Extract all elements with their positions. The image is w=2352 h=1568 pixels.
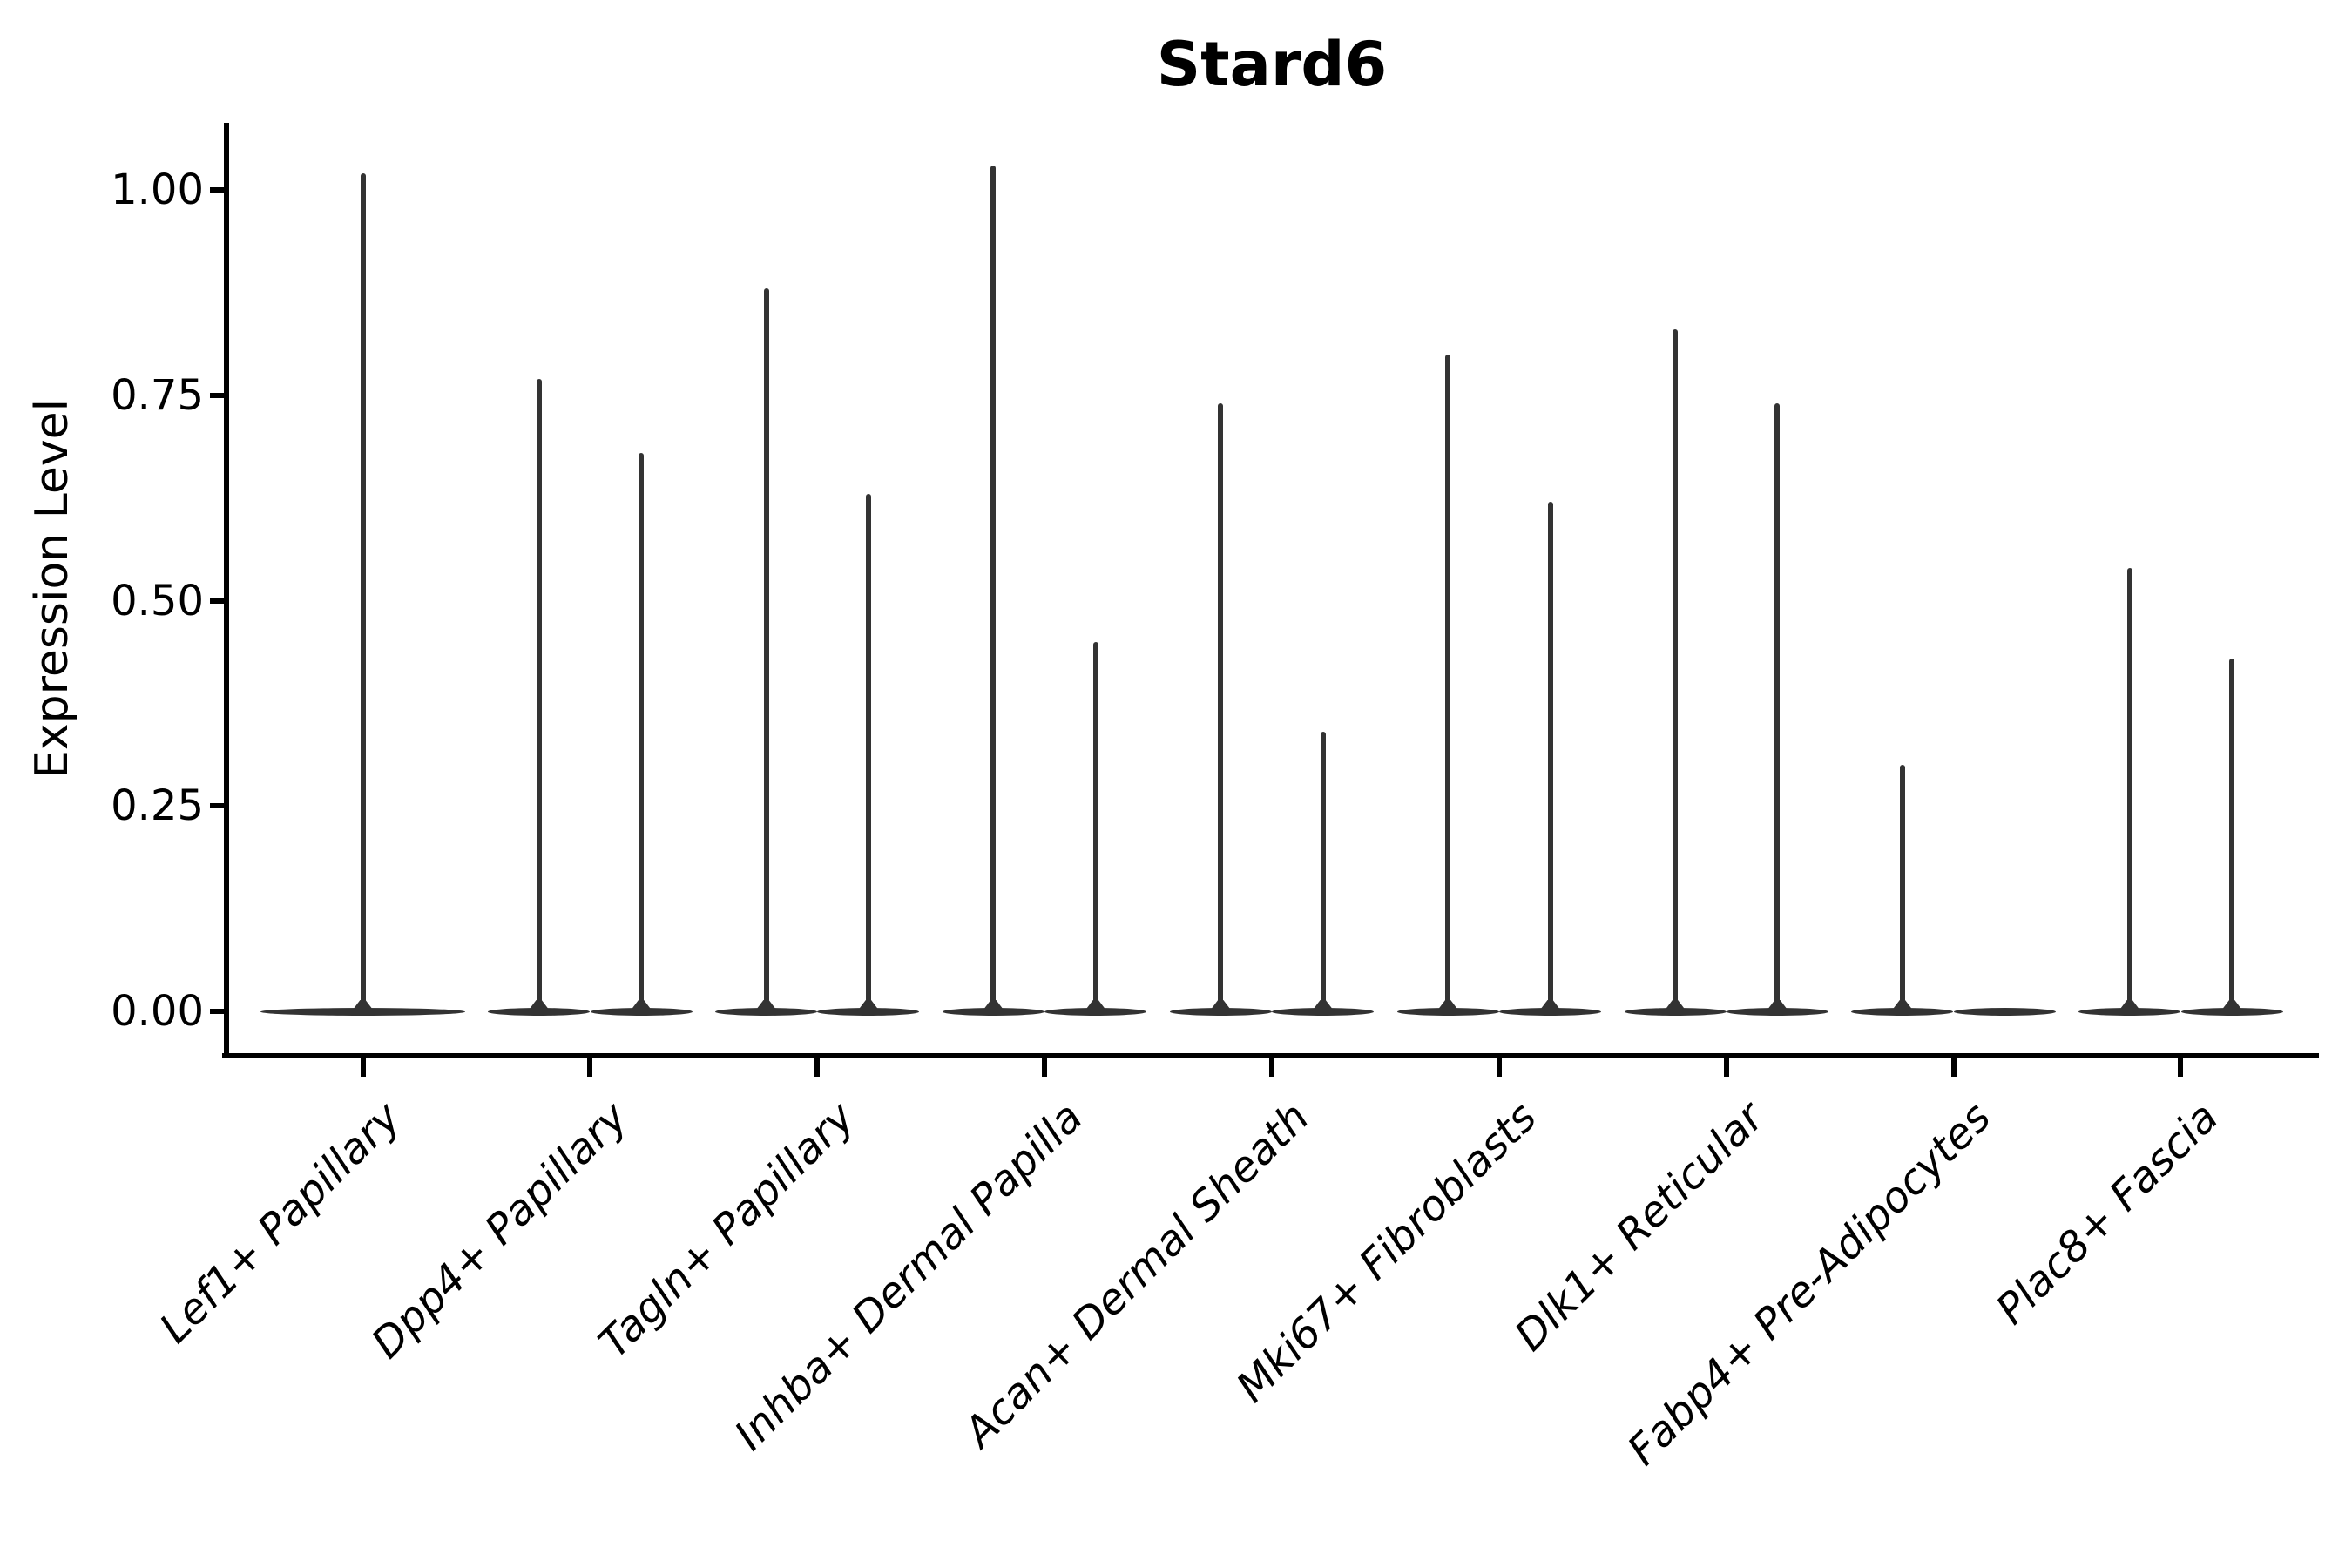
y-axis-line [224,123,229,1058]
violin-flare [527,1000,551,1011]
violin-base [260,1007,466,1016]
violin-base [2180,1007,2283,1016]
violin-spike [1547,502,1553,1011]
y-tick-label: 1.00 [111,166,204,214]
y-tick [210,392,224,398]
x-tick [1496,1058,1502,1077]
y-tick-label: 0.75 [111,370,204,420]
x-tick-label: Tagln+ Papillary [590,1092,865,1368]
violin-flare [1209,1000,1233,1011]
y-tick [210,1009,224,1014]
violin-flare [982,1000,1005,1011]
violin-flare [1084,1000,1107,1011]
x-tick [2178,1058,2184,1077]
violin-spike [1673,329,1679,1011]
y-tick-label: 0.00 [111,987,204,1036]
x-axis-line [222,1053,2319,1058]
violin-flare [1664,1000,1687,1011]
x-tick [360,1058,366,1077]
x-tick [1042,1058,1048,1077]
violin-spike [1445,354,1451,1011]
x-tick [814,1058,821,1077]
violin-spike [360,173,366,1011]
violin-spike [2229,658,2235,1011]
chart-title: Stard6 [1156,29,1388,100]
y-tick [210,803,224,809]
violin-flare [1538,1000,1562,1011]
violin-flare [2118,1000,2141,1011]
violin-base [715,1007,818,1016]
violin-base [942,1007,1044,1016]
violin-flare [2220,1000,2244,1011]
violin-base [1851,1007,1954,1016]
violin-base [590,1007,693,1016]
violin-spike [763,288,769,1011]
violin-base [1499,1007,1602,1016]
y-tick-label: 0.50 [111,576,204,625]
violin-flare [754,1000,778,1011]
violin-flare [856,1000,880,1011]
y-tick [210,598,224,604]
violin-spike [1774,403,1781,1011]
x-tick [1269,1058,1274,1077]
x-tick-label: Lef1+ Papillary [150,1092,410,1353]
violin-spike [990,165,997,1011]
violin-base [1953,1007,2056,1016]
violin-base [1044,1007,1147,1016]
violin-base [1624,1007,1727,1016]
violin-base [1272,1007,1375,1016]
violin-spike [639,452,645,1011]
violin-base [1169,1007,1272,1016]
violin-spike [1092,641,1098,1011]
violin-flare [1436,1000,1460,1011]
violin-base [1396,1007,1499,1016]
x-tick-label: Dlk1+ Reticular [1505,1092,1774,1361]
violin-flare [1766,1000,1789,1011]
y-tick [210,187,224,193]
x-tick [1723,1058,1729,1077]
violin-spike [1218,403,1224,1011]
x-tick-label: Plac8+ Fascia [1986,1092,2228,1335]
violin-flare [630,1000,653,1011]
violin-flare [1311,1000,1335,1011]
x-tick [1950,1058,1957,1077]
violin-flare [1890,1000,1914,1011]
x-tick [587,1058,593,1077]
x-tick-label: Fabp4+ Pre-Adipocytes [1619,1092,2001,1476]
violin-flare [351,1000,375,1011]
y-tick-label: 0.25 [111,781,204,831]
violin-base [2078,1007,2181,1016]
violin-spike [865,493,871,1011]
violin-spike [2126,567,2132,1011]
violin-spike [1320,732,1326,1011]
violin-base [1726,1007,1828,1016]
violin-base [817,1007,920,1016]
violin-spike [1899,765,1905,1011]
violin-spike [536,378,542,1011]
violin-base [488,1007,591,1016]
